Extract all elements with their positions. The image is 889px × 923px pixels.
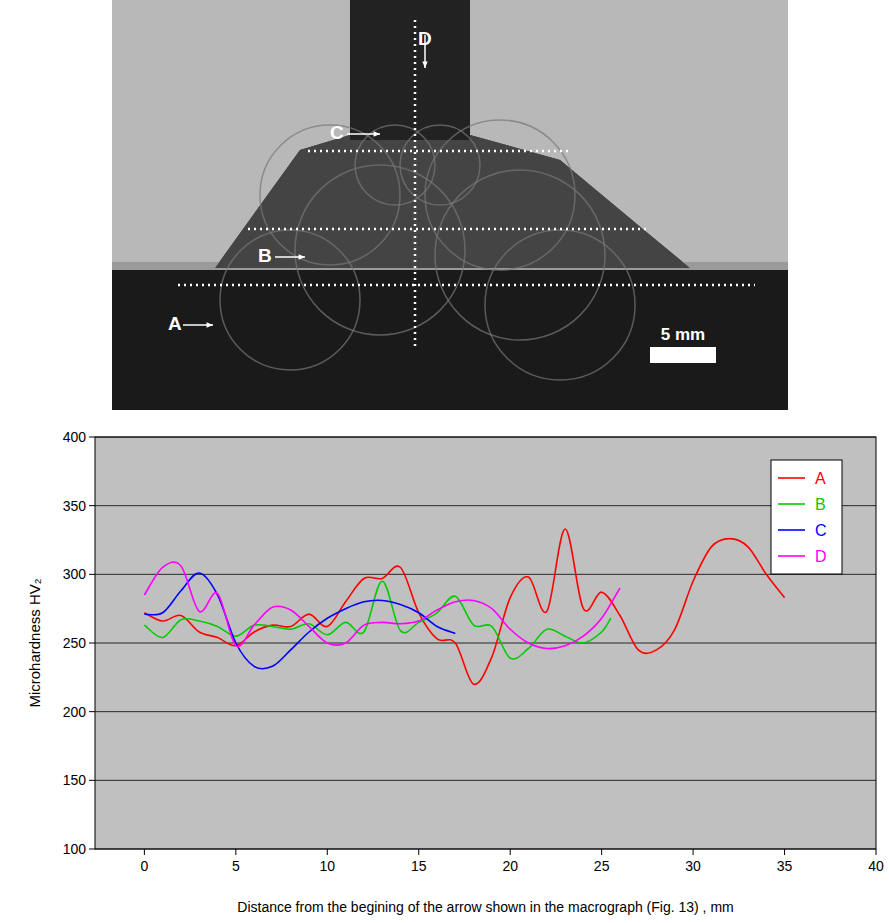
tick-label: 10 <box>319 858 335 874</box>
tick <box>89 643 95 644</box>
legend: ABCD <box>771 460 842 574</box>
grid-line <box>95 505 876 506</box>
scale-label: 5 mm <box>661 325 705 344</box>
web <box>350 0 470 140</box>
weld-bead <box>425 120 575 270</box>
macrograph: ABCD5 mm <box>112 0 788 410</box>
tick-label: 100 <box>63 841 87 857</box>
tick <box>876 849 877 855</box>
tick <box>89 849 95 850</box>
tick-label: 20 <box>502 858 518 874</box>
weld <box>215 0 690 268</box>
legend-label: C <box>815 522 827 539</box>
tick-label: 400 <box>63 429 87 445</box>
tick <box>89 437 95 438</box>
weld-bead <box>260 125 400 265</box>
tick-label: 300 <box>63 566 87 582</box>
arrow-head <box>299 254 305 259</box>
legend-label: A <box>815 470 826 487</box>
tick <box>235 849 236 855</box>
legend-swatch <box>778 477 805 479</box>
grid-line <box>95 780 876 781</box>
section-label: C <box>330 122 344 143</box>
tick-label: 25 <box>594 858 610 874</box>
tick <box>784 849 785 855</box>
legend-label: B <box>815 496 826 513</box>
tick-label: 30 <box>685 858 701 874</box>
macro-background <box>112 0 788 410</box>
grid-line <box>95 711 876 712</box>
plot-frame <box>95 437 876 849</box>
section-label: A <box>168 313 182 334</box>
tick <box>89 711 95 712</box>
series-line <box>144 573 455 669</box>
chart: 100 150 200 250 300 350 400 0 5 10 15 20 25 30 35 40 Dis… <box>26 429 884 915</box>
figure: ABCD5 mm10015020025030035040005101520253… <box>0 0 889 923</box>
tick <box>144 849 145 855</box>
tick-label: 35 <box>777 858 793 874</box>
weld-bead <box>295 165 465 335</box>
tick <box>89 505 95 506</box>
series-group <box>144 529 784 684</box>
series-line <box>144 562 620 649</box>
y-axis-title: Microhardness HV₂ <box>26 578 43 707</box>
legend-box <box>771 460 842 574</box>
tick-label: 40 <box>868 858 884 874</box>
grid-line <box>95 574 876 575</box>
weld-bead <box>220 230 360 370</box>
section-line <box>178 284 755 287</box>
weld-bead <box>355 125 435 205</box>
arrow-head <box>207 322 213 327</box>
tick <box>601 849 602 855</box>
macro-frame <box>112 0 788 410</box>
x-axis-title: Distance from the begining of the arrow … <box>237 899 733 915</box>
base-plate <box>112 268 788 410</box>
legend-label: D <box>815 548 827 565</box>
tick-label: 15 <box>411 858 427 874</box>
tick <box>89 574 95 575</box>
tick <box>693 849 694 855</box>
weld-bead <box>485 230 635 380</box>
legend-swatch <box>778 503 805 505</box>
tick-label: 5 <box>232 858 240 874</box>
section-line <box>308 150 570 153</box>
section-label: B <box>258 245 272 266</box>
tick-label: 350 <box>63 498 87 514</box>
grid-line <box>95 643 876 644</box>
tick <box>89 780 95 781</box>
series-line <box>144 529 784 684</box>
weld-fill <box>215 135 690 268</box>
tick-label: 0 <box>140 858 148 874</box>
legend-swatch <box>778 529 805 531</box>
tick <box>327 849 328 855</box>
tick-label: 200 <box>63 704 87 720</box>
tick-label: 150 <box>63 772 87 788</box>
scale-bar <box>650 347 716 363</box>
tick <box>510 849 511 855</box>
tick <box>418 849 419 855</box>
weld-bead <box>400 125 480 205</box>
legend-swatch <box>778 555 805 557</box>
section-line <box>248 228 650 231</box>
arrow-head <box>374 131 380 136</box>
section-line <box>414 20 417 350</box>
weld-bead <box>435 170 605 340</box>
arrow-head <box>422 62 427 68</box>
plot-area <box>95 437 876 849</box>
tick-label: 250 <box>63 635 87 651</box>
